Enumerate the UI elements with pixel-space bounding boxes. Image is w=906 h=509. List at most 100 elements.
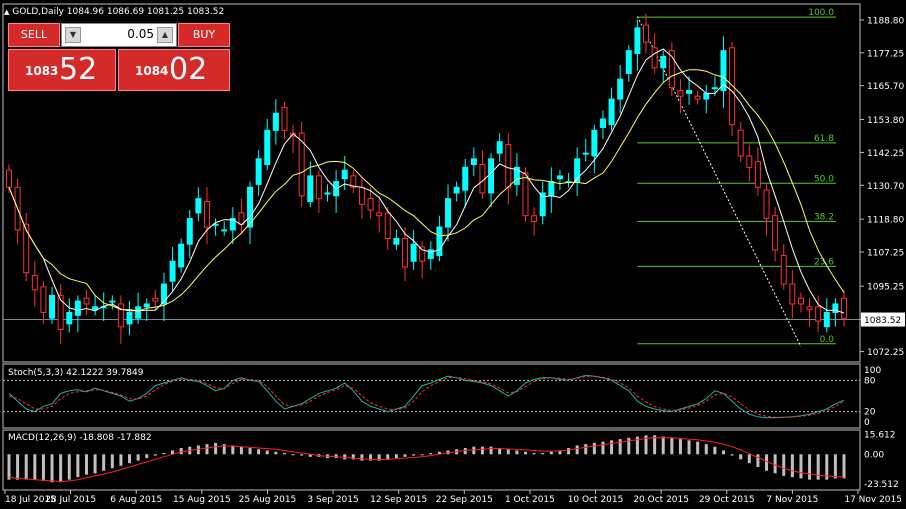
macd-histogram-bar xyxy=(610,440,614,455)
macd-histogram-bar xyxy=(790,454,794,478)
candle-body xyxy=(686,90,693,94)
lot-size-value[interactable]: 0.05 xyxy=(127,27,154,41)
macd-histogram-bar xyxy=(446,450,450,455)
candle-body xyxy=(789,283,796,305)
candle-body xyxy=(513,166,520,185)
candle-body xyxy=(66,311,73,325)
x-tick-label: 6 Aug 2015 xyxy=(110,495,162,505)
macd-histogram-bar xyxy=(67,454,71,480)
candle-body xyxy=(109,300,116,303)
candle-body xyxy=(6,169,12,188)
macd-histogram-bar xyxy=(7,454,11,480)
buy-price-prefix: 1084 xyxy=(135,64,169,78)
candle-body xyxy=(539,192,546,217)
macd-histogram-bar xyxy=(696,441,700,455)
candle-body xyxy=(419,246,426,262)
candle-body xyxy=(763,189,770,220)
macd-histogram-bar xyxy=(291,454,295,456)
buy-price-box[interactable]: 1084 02 xyxy=(118,49,230,91)
macd-histogram-bar xyxy=(523,451,527,455)
y-tick-label: 1165.70 xyxy=(867,82,904,92)
candle-body xyxy=(195,198,202,214)
candle-body xyxy=(160,283,167,305)
macd-histogram-bar xyxy=(403,454,407,457)
candle-body xyxy=(720,50,727,92)
buy-button[interactable]: BUY xyxy=(178,23,230,47)
chevron-up-icon[interactable]: ▲ xyxy=(157,27,173,43)
candle-body xyxy=(31,274,38,291)
macd-histogram-bar xyxy=(300,454,304,456)
macd-histogram-bar xyxy=(119,454,123,466)
candle-body xyxy=(582,152,589,155)
y-tick-label: 1107.25 xyxy=(867,249,904,259)
macd-histogram-bar xyxy=(231,445,235,455)
candle-body xyxy=(393,237,400,245)
candle-body xyxy=(488,158,495,194)
stoch-signal-line xyxy=(8,375,845,418)
macd-histogram-bar xyxy=(145,454,149,459)
triangle-up-icon: ▲ xyxy=(4,8,10,16)
macd-histogram-bar xyxy=(721,450,725,455)
candle-body xyxy=(57,294,64,331)
candle-body xyxy=(445,198,452,228)
candle-body xyxy=(281,107,288,131)
macd-histogram-bar xyxy=(799,454,803,479)
macd-tick-label: -23.512 xyxy=(864,480,899,490)
macd-histogram-bar xyxy=(747,454,751,464)
stoch-tick-label: 0 xyxy=(864,418,870,428)
candle-body xyxy=(169,260,176,282)
candle-body xyxy=(427,249,434,259)
macd-histogram-bar xyxy=(257,449,261,455)
macd-histogram-bar xyxy=(110,454,114,469)
panel-frame-st xyxy=(2,363,861,429)
fib-level-label: 61.8 xyxy=(814,134,834,144)
candle-body xyxy=(307,175,314,202)
macd-histogram-bar xyxy=(429,453,433,455)
y-tick-label: 1118.80 xyxy=(867,216,904,226)
x-tick-label: 29 Oct 2015 xyxy=(699,495,755,505)
macd-histogram-bar xyxy=(558,450,562,455)
candle-body xyxy=(453,186,460,194)
candle-body xyxy=(841,297,847,319)
fast-ma-line xyxy=(8,48,845,314)
sell-button[interactable]: SELL xyxy=(8,23,60,47)
fib-level-label: 0.0 xyxy=(820,335,835,345)
candle-body xyxy=(40,286,47,313)
macd-histogram-bar xyxy=(730,454,734,456)
macd-histogram-bar xyxy=(739,454,743,460)
lot-size-field[interactable]: ▼ 0.05 ▲ xyxy=(61,23,177,47)
macd-histogram-bar xyxy=(369,454,373,461)
macd-histogram-bar xyxy=(16,454,20,480)
x-tick-label: 12 Sep 2015 xyxy=(370,495,427,505)
y-tick-label: 1177.25 xyxy=(867,49,904,59)
macd-histogram-bar xyxy=(222,444,226,455)
x-tick-label: 3 Sep 2015 xyxy=(307,495,358,505)
macd-histogram-bar xyxy=(420,454,424,456)
macd-histogram-bar xyxy=(575,445,579,455)
macd-histogram-bar xyxy=(756,454,760,467)
sell-price-box[interactable]: 1083 52 xyxy=(8,49,116,91)
macd-histogram-bar xyxy=(678,439,682,455)
macd-histogram-bar xyxy=(842,454,846,479)
macd-histogram-bar xyxy=(196,445,200,455)
candle-body xyxy=(815,306,822,322)
candle-body xyxy=(178,243,185,268)
candle-body xyxy=(660,55,667,69)
macd-histogram-bar xyxy=(93,454,97,474)
macd-histogram-bar xyxy=(162,453,166,455)
candle-body xyxy=(591,129,598,157)
macd-histogram-bar xyxy=(24,454,28,480)
candle-body xyxy=(255,158,262,185)
x-tick-label: 28 Jul 2015 xyxy=(45,495,96,505)
candle-body xyxy=(49,294,56,319)
candle-body xyxy=(229,218,236,231)
candle-body xyxy=(617,78,624,100)
chevron-down-icon[interactable]: ▼ xyxy=(65,27,81,43)
macd-histogram-bar xyxy=(833,454,837,479)
x-tick-label: 15 Aug 2015 xyxy=(173,495,231,505)
candle-body xyxy=(367,198,374,211)
macd-histogram-bar xyxy=(670,437,674,455)
macd-histogram-bar xyxy=(171,450,175,455)
macd-histogram-bar xyxy=(50,454,54,483)
candle-body xyxy=(324,192,331,195)
